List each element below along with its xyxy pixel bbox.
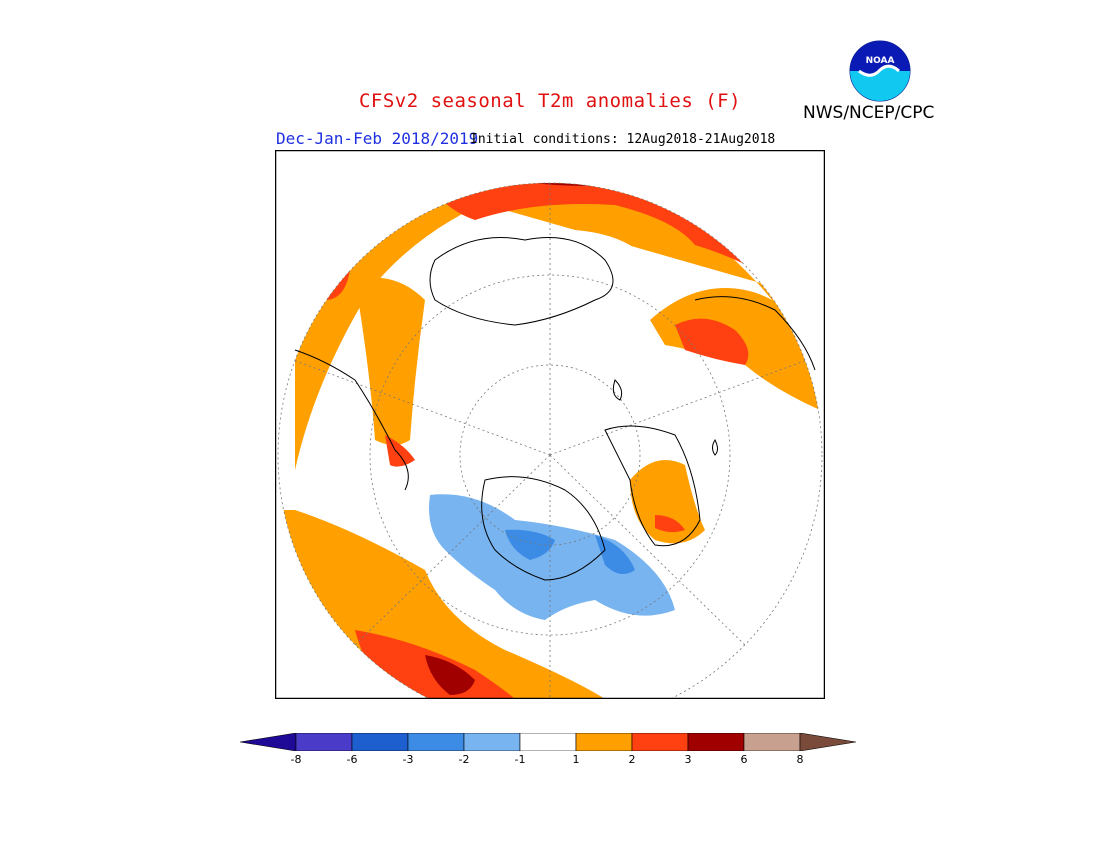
color-scale-tick: -8 [290, 753, 302, 766]
color-scale-cell [575, 733, 633, 751]
color-scale-cell [687, 733, 745, 751]
color-scale-tick: -3 [402, 753, 414, 766]
warm-region-pacific-darkred [425, 655, 475, 695]
color-scale-tick: 6 [740, 753, 748, 766]
color-scale-end-low [240, 733, 297, 751]
color-scale-bar [240, 733, 857, 751]
color-scale-tick: 3 [684, 753, 692, 766]
noaa-logo-text: NOAA [866, 56, 895, 66]
color-scale-cell [295, 733, 353, 751]
plot-title: CFSv2 seasonal T2m anomalies (F) [358, 90, 742, 112]
color-scale-cell [463, 733, 521, 751]
color-scale-tick: -6 [346, 753, 358, 766]
warm-region-europe-red [675, 318, 749, 365]
color-scale-tick: -1 [514, 753, 526, 766]
agency-label: NWS/NCEP/CPC [803, 103, 935, 123]
color-scale-tick: 2 [628, 753, 636, 766]
color-scale-end-high [799, 733, 857, 751]
cool-region-hudson [595, 535, 635, 574]
color-scale-labels: -8 -6 -3 -2 -1 1 2 3 6 8 [240, 753, 860, 769]
coastlines [294, 237, 816, 581]
noaa-logo-icon: NOAA [849, 40, 911, 102]
season-label: Dec-Jan-Feb 2018/2019 [276, 129, 479, 148]
cool-region-canada-light [429, 494, 675, 620]
neutral-region-arctic [445, 229, 655, 314]
color-scale-tick: 1 [572, 753, 580, 766]
anomaly-map [275, 150, 825, 699]
color-scale-tick: 8 [796, 753, 804, 766]
initial-conditions-label: Initial conditions: 12Aug2018-21Aug2018 [470, 132, 776, 147]
color-scale-cell [407, 733, 465, 751]
longitude-grid [292, 183, 808, 699]
color-scale-cell [743, 733, 801, 751]
warm-region-greenland [630, 460, 705, 544]
warm-region-greenland-red [655, 515, 685, 533]
cool-region-canada-medium [505, 529, 555, 560]
warm-region-northwest-america [355, 277, 425, 445]
warm-region-pacific-coast [385, 435, 415, 467]
color-scale-tick: -2 [458, 753, 470, 766]
color-scale-cell [631, 733, 689, 751]
color-scale-cell [351, 733, 409, 751]
color-scale-cell [519, 733, 577, 751]
